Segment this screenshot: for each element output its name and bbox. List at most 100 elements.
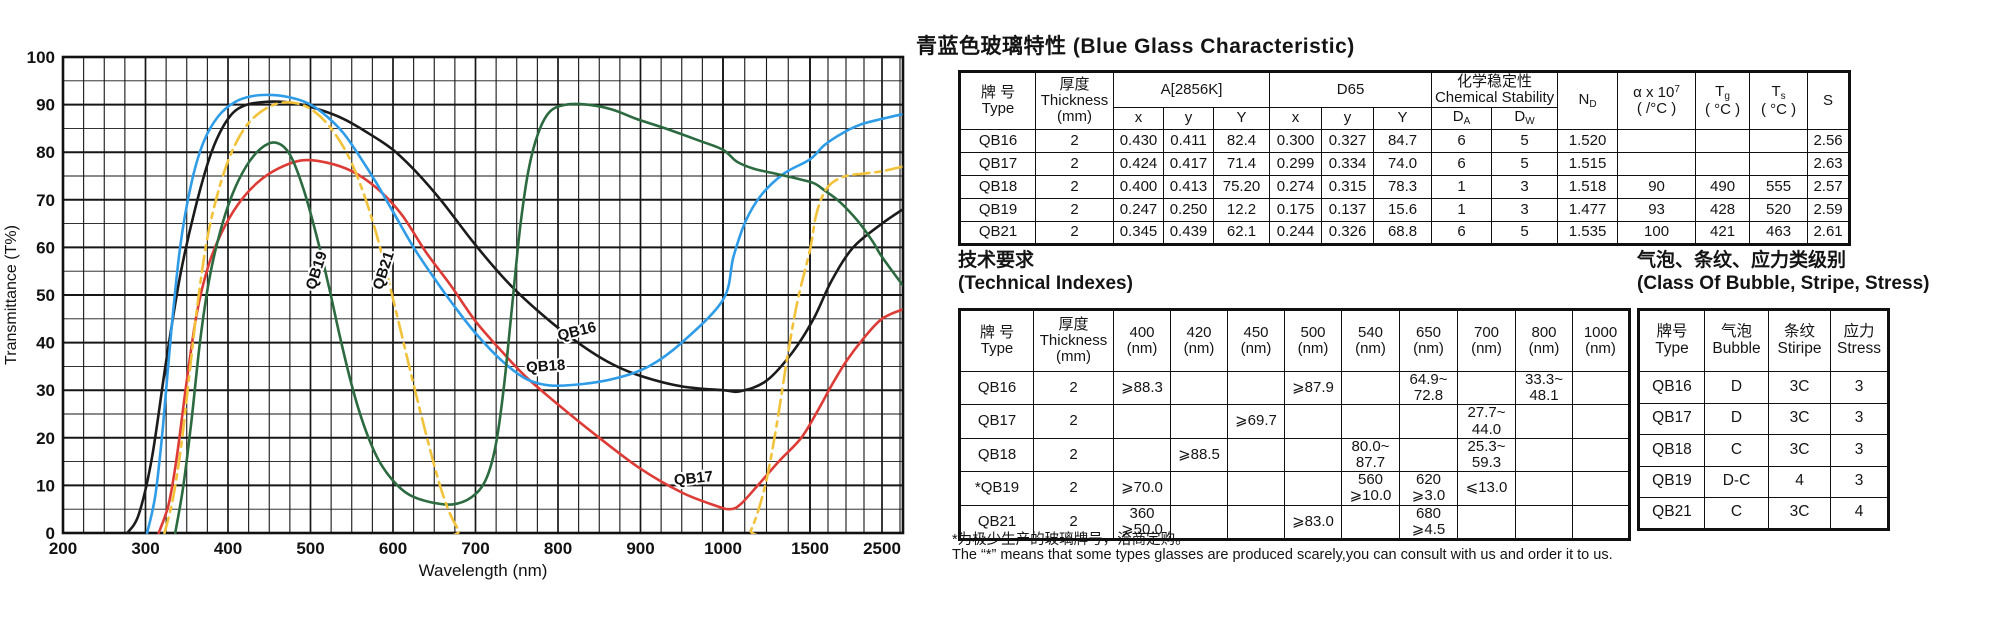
table-cell: 620 ⩾3.0 [1399, 471, 1458, 506]
class-table: 牌号 Type 气泡 Bubble 条纹 Stiripe 应力 Stress Q… [1637, 308, 1890, 531]
table-cell: 463 [1749, 221, 1809, 245]
table-cell: 62.1 [1212, 221, 1271, 245]
table-cell: ⩾88.5 [1170, 437, 1228, 473]
row-label: QB18 [959, 437, 1034, 473]
table-cell: 1.520 [1557, 129, 1619, 153]
table-cell: 1.515 [1557, 152, 1619, 176]
table-cell: 3C [1768, 371, 1831, 404]
table-cell: 75.20 [1212, 175, 1271, 199]
table-cell: 82.4 [1212, 129, 1271, 153]
col-header-500nm: 500 (nm) [1284, 309, 1342, 372]
table-cell [1113, 404, 1171, 439]
table-cell: 0.326 [1321, 221, 1375, 245]
x-tick-label: 700 [461, 539, 489, 558]
table-cell: D-C [1704, 465, 1769, 498]
col-header-ts: Ts( °C ) [1749, 71, 1809, 130]
table-cell: 1.535 [1557, 221, 1619, 245]
subcol-Y: Y [1212, 107, 1271, 130]
table-row: QB18 2 ⩾88.5 80.0~ 87.7 25.3~ 59.3 [959, 437, 1630, 473]
table-cell: 6 [1431, 221, 1493, 245]
table-row: QB21 C 3C 4 [1638, 497, 1889, 530]
table-cell: 2 [1035, 175, 1114, 199]
curve-qb17 [157, 158, 903, 534]
table-cell: 0.334 [1321, 152, 1375, 176]
table-cell [1572, 437, 1630, 473]
table-cell [1399, 404, 1458, 439]
col-header-type: 牌号 Type [1638, 309, 1705, 372]
curve-label-qb18: QB18 [526, 357, 566, 377]
table-cell: 0.411 [1163, 129, 1214, 153]
table-cell: 2.61 [1807, 221, 1851, 245]
table-cell: 1.477 [1557, 198, 1619, 222]
table-cell [1227, 471, 1285, 506]
table-cell: 68.8 [1373, 221, 1433, 245]
table-row: *QB19 2 ⩾70.0 560 ⩾10.0 620 ⩾3.0 ⩽13.0 [959, 471, 1630, 506]
table-cell: 1 [1431, 198, 1493, 222]
table-cell [1170, 370, 1228, 406]
table-cell [1284, 404, 1342, 439]
table-row: QB18 C 3C 3 [1638, 434, 1889, 467]
col-header-400nm: 400 (nm) [1113, 309, 1171, 372]
table-cell [1457, 504, 1516, 540]
table-cell: 100 [1617, 221, 1697, 245]
table-cell: 78.3 [1373, 175, 1433, 199]
row-label: QB21 [1638, 497, 1705, 530]
table-cell: ⩾88.3 [1113, 370, 1171, 406]
row-label: QB19 [959, 198, 1036, 222]
table-cell [1170, 404, 1228, 439]
row-label: QB16 [959, 370, 1034, 406]
col-header-type: 牌 号 Type [959, 309, 1034, 372]
y-tick-label: 90 [36, 96, 55, 115]
table-cell [1749, 129, 1809, 153]
table-row: QB21 2 0.345 0.439 62.1 0.244 0.326 68.8 6 5 1.535… [959, 221, 1851, 245]
table-cell: 6 [1431, 152, 1493, 176]
x-tick-label: 900 [626, 539, 654, 558]
table-cell: 555 [1749, 175, 1809, 199]
col-header-bubble: 气泡 Bubble [1704, 309, 1769, 372]
col-header-thickness: 厚度 Thickness (mm) [1035, 71, 1114, 130]
table-cell: 2 [1033, 404, 1114, 439]
subcol-da: DA [1431, 107, 1493, 130]
table-cell [1515, 437, 1573, 473]
table-cell [1617, 152, 1697, 176]
table-cell: 3C [1768, 497, 1831, 530]
technical-indexes-table: 牌 号 Type 厚度 Thickness (mm) 400 (nm) 420 … [958, 308, 1631, 541]
table-cell: 0.413 [1163, 175, 1214, 199]
table-cell [1515, 504, 1573, 540]
table-cell: 520 [1749, 198, 1809, 222]
table-cell: 5 [1491, 221, 1559, 245]
table-cell: D [1704, 371, 1769, 404]
table-cell [1284, 437, 1342, 473]
x-tick-label: 1000 [704, 539, 742, 558]
table-cell: 84.7 [1373, 129, 1433, 153]
axis-ticks: 200 300 400 500 600 700 800 900 1000 1500 2500 0 10 2… [27, 48, 901, 558]
table-cell: 1.518 [1557, 175, 1619, 199]
subcol-dw: DW [1491, 107, 1559, 130]
y-tick-label: 30 [36, 381, 55, 400]
table-cell: 2.56 [1807, 129, 1851, 153]
table-row: QB16 D 3C 3 [1638, 371, 1889, 404]
table-cell: 3 [1830, 402, 1889, 435]
col-header-stripe: 条纹 Stiripe [1768, 309, 1831, 372]
col-header-1000nm: 1000 (nm) [1572, 309, 1630, 372]
table-cell: 3 [1491, 198, 1559, 222]
table-cell: 12.2 [1212, 198, 1271, 222]
col-header-420nm: 420 (nm) [1170, 309, 1228, 372]
table-cell: 0.175 [1269, 198, 1323, 222]
col-header-stress: 应力 Stress [1830, 309, 1889, 372]
table-cell: 71.4 [1212, 152, 1271, 176]
x-tick-label: 1500 [791, 539, 829, 558]
table-cell: 33.3~ 48.1 [1515, 370, 1573, 406]
table-cell: 6 [1431, 129, 1493, 153]
table-row: QB17 D 3C 3 [1638, 402, 1889, 435]
table-cell: 0.439 [1163, 221, 1214, 245]
table-cell [1341, 370, 1400, 406]
row-label: QB21 [959, 504, 1034, 540]
row-label: QB17 [959, 404, 1034, 439]
table-cell [1515, 404, 1573, 439]
table-cell: 2.63 [1807, 152, 1851, 176]
table-cell: 0.299 [1269, 152, 1323, 176]
row-label: QB17 [1638, 402, 1705, 435]
curve-qb18 [145, 93, 903, 534]
table-cell [1572, 404, 1630, 439]
